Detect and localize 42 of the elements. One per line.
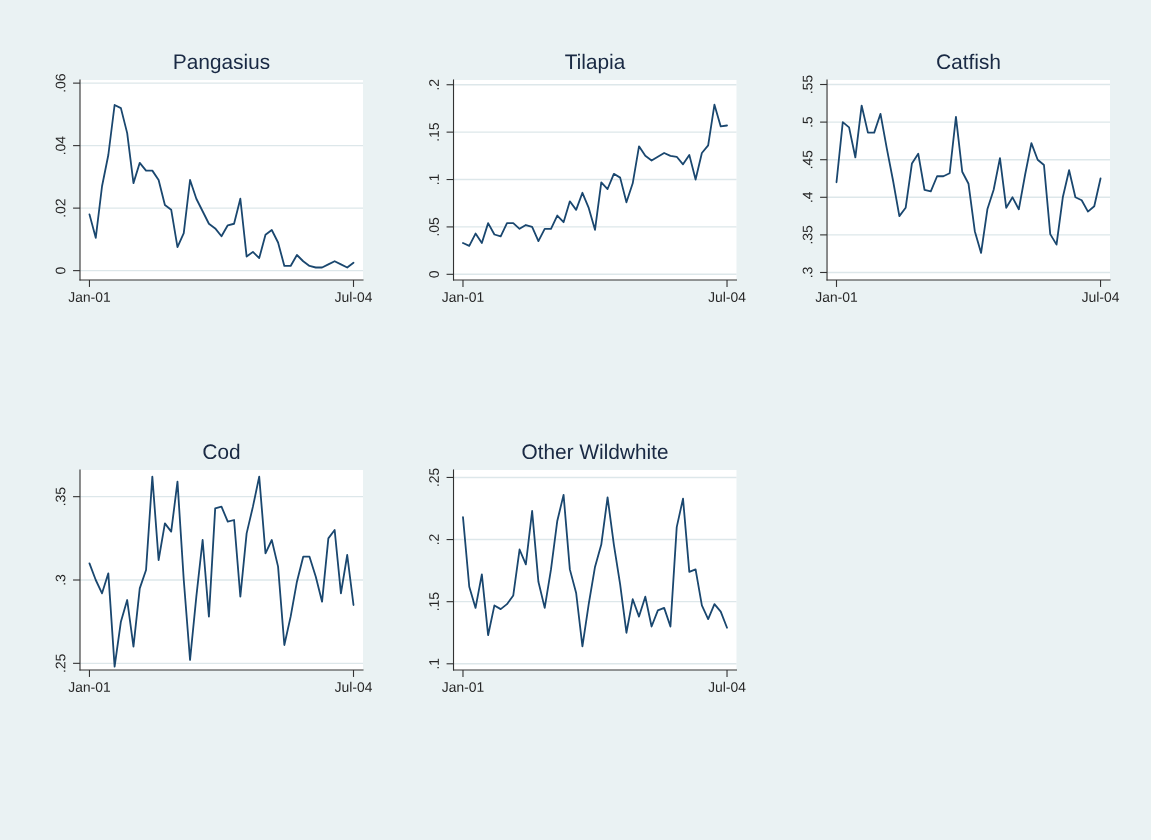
y-tick-label: .55 (802, 75, 813, 93)
y-tick-label: 0 (429, 270, 439, 278)
y-tick-label: .1 (429, 658, 439, 669)
y-tick-label: .4 (802, 191, 813, 202)
x-tick-label: Jan-01 (441, 682, 484, 693)
x-tick-label: Jan-01 (68, 682, 111, 693)
chart-title: Other Wildwhite (522, 443, 668, 460)
chart-title: Tilapia (565, 53, 626, 74)
y-tick-label: .04 (55, 136, 66, 155)
x-tick-label: Jan-01 (68, 292, 111, 303)
y-tick-label: .35 (802, 225, 813, 244)
y-tick-label: .3 (55, 574, 66, 585)
y-tick-label: .45 (802, 150, 813, 169)
chart-title: Pangasius (174, 53, 270, 74)
y-tick-label: .5 (802, 116, 813, 127)
y-tick-label: .35 (55, 487, 66, 506)
y-tick-label: .02 (55, 199, 66, 217)
y-tick-label: .06 (55, 74, 66, 92)
y-tick-label: .2 (429, 79, 439, 90)
x-tick-label: Jan-01 (441, 292, 484, 303)
x-tick-label: Jul-04 (708, 681, 746, 693)
x-tick-label: Jan-01 (815, 292, 858, 303)
chart-title: Catfish (937, 53, 1000, 70)
y-tick-label: .1 (429, 174, 439, 185)
y-tick-label: .2 (429, 534, 439, 545)
y-tick-label: .15 (429, 592, 439, 611)
y-tick-label: .3 (802, 267, 813, 277)
line-series (462, 103, 728, 247)
line-series (462, 493, 728, 648)
x-tick-label: Jul-04 (1081, 291, 1120, 303)
x-tick-label: Jul-04 (334, 681, 373, 693)
line-series (88, 104, 355, 269)
y-tick-label: .25 (55, 654, 66, 672)
line-series (88, 475, 355, 668)
chart-title: Cod (203, 443, 240, 460)
y-tick-label: 0 (55, 267, 66, 274)
y-tick-label: .25 (429, 468, 439, 486)
y-tick-label: .05 (429, 217, 439, 236)
x-tick-label: Jul-04 (334, 291, 373, 303)
y-tick-label: .15 (429, 123, 439, 141)
line-series (835, 104, 1102, 254)
x-tick-label: Jul-04 (708, 291, 746, 303)
